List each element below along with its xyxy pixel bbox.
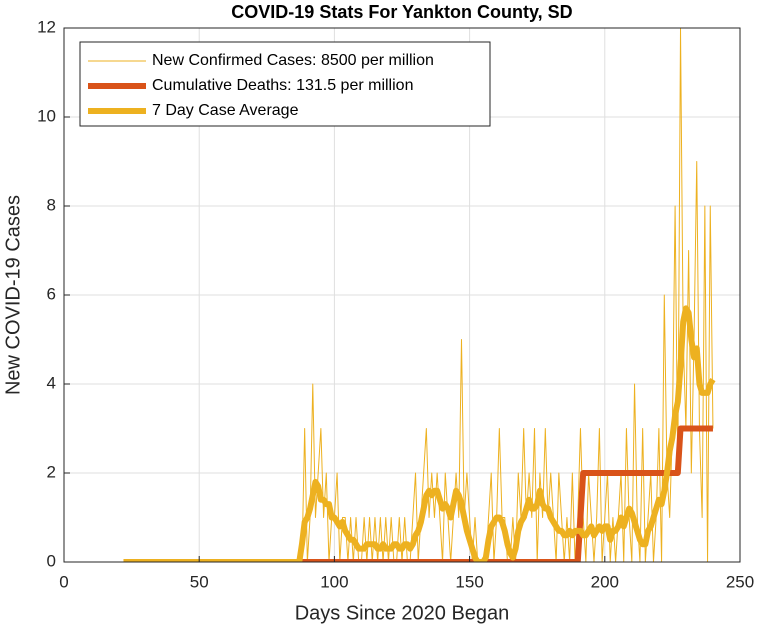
legend-label: 7 Day Case Average <box>152 102 299 119</box>
y-tick-label: 12 <box>37 17 56 36</box>
chart-title: COVID-19 Stats For Yankton County, SD <box>231 2 572 22</box>
series-line <box>123 28 714 562</box>
legend-label: New Confirmed Cases: 8500 per million <box>152 52 434 69</box>
ticks: 0 50 100 150 200 250 0 2 4 6 8 10 12 <box>37 17 754 591</box>
x-tick-label: 0 <box>59 572 68 591</box>
y-tick-label: 6 <box>47 284 56 303</box>
y-axis-label: New COVID-19 Cases <box>2 195 24 395</box>
legend: New Confirmed Cases: 8500 per million Cum… <box>79 41 491 127</box>
y-tick-label: 10 <box>37 106 56 125</box>
series-line <box>123 425 714 562</box>
x-axis-label: Days Since 2020 Began <box>295 602 510 624</box>
x-tick-label: 200 <box>591 572 619 591</box>
y-tick-label: 0 <box>47 551 56 570</box>
y-tick-label: 8 <box>47 195 56 214</box>
lines <box>123 28 716 562</box>
x-tick-label: 250 <box>726 572 754 591</box>
legend-box <box>79 41 491 127</box>
x-tick-label: 50 <box>190 572 209 591</box>
series-line <box>123 305 716 562</box>
y-tick-label: 2 <box>47 462 56 481</box>
legend-label: Cumulative Deaths: 131.5 per million <box>152 77 413 94</box>
x-tick-label: 150 <box>455 572 483 591</box>
y-tick-label: 4 <box>47 373 56 392</box>
x-tick-label: 100 <box>320 572 348 591</box>
